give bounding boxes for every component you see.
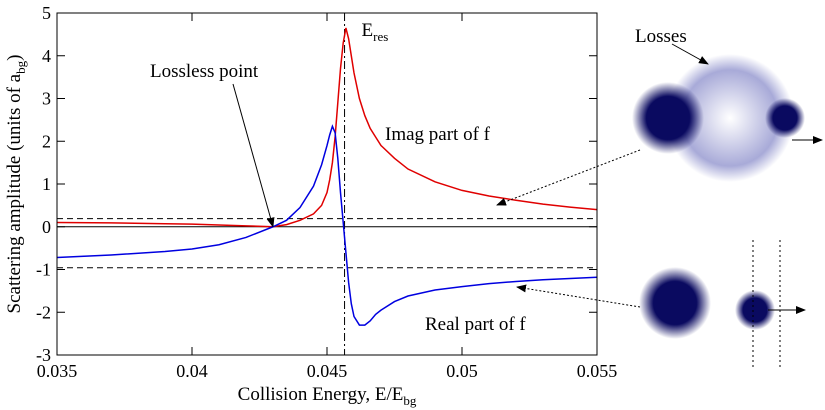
y-tick-label: 5 [42,3,51,23]
y-tick-label: -1 [36,260,51,280]
y-axis-label-part: Scattering amplitude (units of a [4,73,25,313]
y-tick-label: -2 [36,302,51,322]
annotation: Lossless point [150,61,259,82]
particle [765,98,805,138]
x-tick-label: 0.045 [307,361,348,381]
curve [56,124,598,326]
y-tick-label: 4 [42,46,51,66]
y-tick-label: 3 [42,89,51,109]
y-axis-label-part: bg [13,60,28,74]
y-tick-label: -3 [36,345,51,365]
plot: -3 -2 -1 0 1 2 3 4 5 0.035 0.04 0.045 0.05 0.055 Eres I… [4,3,617,408]
y-axis-label: Scattering amplitude (units of abg) [4,55,28,314]
diagram: Losses [496,26,823,368]
resonance-label-part: res [373,29,388,44]
x-axis-label: Collision Energy, E/Ebg [238,384,417,408]
arrow [671,43,709,65]
curve [56,27,598,228]
series-label: Imag part of f [385,124,491,145]
x-axis-label-part: bg [403,393,417,408]
particle [632,82,704,154]
x-axis-label-part: Collision Energy, E/E [238,384,404,405]
diagram-label: Losses [635,26,687,47]
x-tick-label: 0.035 [37,361,78,381]
series-label: Real part of f [425,314,526,335]
x-tick-label: 0.055 [577,361,618,381]
loss-sphere [666,54,794,182]
arrow [516,284,641,308]
y-tick-label: 1 [42,174,51,194]
resonance-label: Eres [362,20,389,44]
y-axis-label-part: ) [4,55,25,61]
particle [639,267,711,339]
x-tick-label: 0.04 [176,361,208,381]
particle [735,290,775,330]
annotation-arrow [232,83,275,228]
y-tick-label: 2 [42,131,51,151]
resonance-label-part: E [362,20,374,41]
plot-frame [56,12,598,356]
arrow [496,149,641,206]
x-tick-label: 0.05 [446,361,478,381]
y-tick-label: 0 [42,217,51,237]
